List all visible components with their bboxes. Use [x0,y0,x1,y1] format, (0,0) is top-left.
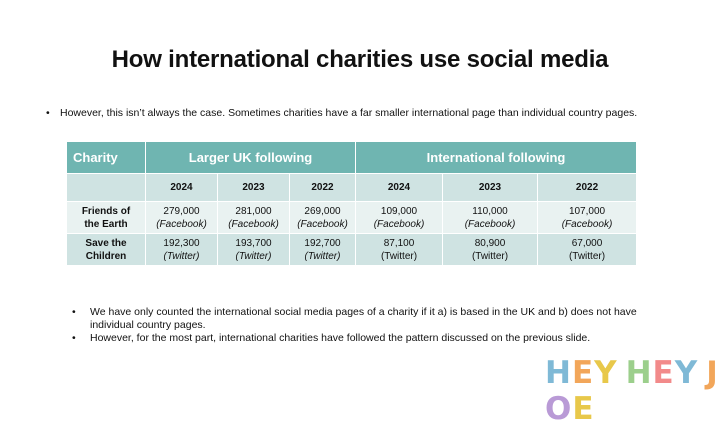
charity-name-line: the Earth [84,218,128,230]
charity-name-line: Children [85,250,127,262]
follower-count: 192,300 [163,237,200,249]
platform-label: (Twitter) [235,250,272,262]
platform-label: (Facebook) [156,218,207,230]
logo-letter: E [571,355,595,391]
followers-cell: 87,100 (Twitter) [355,233,443,266]
logo-letter: H [625,355,653,391]
charity-name: Friends of the Earth [66,201,146,234]
notes-list: • We have only counted the international… [72,306,672,346]
followers-cell: 279,000 (Facebook) [145,201,218,234]
platform-label: (Facebook) [297,218,348,230]
year-cell: 2023 [442,173,538,202]
platform-label: (Facebook) [373,218,425,230]
follower-count: 109,000 [380,205,418,217]
followers-cell: 192,300 (Twitter) [145,233,218,266]
logo-letter: Y [674,355,699,391]
followers-cell: 281,000 (Facebook) [217,201,290,234]
note-item: • We have only counted the international… [72,306,672,331]
logo-letter: O [545,391,573,427]
table-header-row: Charity Larger UK following Internationa… [66,141,638,174]
platform-label: (Twitter) [163,250,200,262]
follower-count: 269,000 [304,205,341,217]
top-bullet-text: However, this isn’t always the case. Som… [60,107,638,119]
followers-cell: 109,000 (Facebook) [355,201,443,234]
follower-count: 281,000 [235,205,272,217]
follower-count: 192,700 [304,237,341,249]
follower-count: 80,900 [474,237,506,249]
followers-cell: 80,900 (Twitter) [442,233,538,266]
platform-label: (Facebook) [228,218,279,230]
year-cell: 2024 [355,173,443,202]
year-empty-cell [66,173,146,202]
platform-label: (Twitter) [380,250,418,262]
logo-letter: E [652,355,675,391]
follower-count: 110,000 [472,205,508,217]
bullet-dot: • [72,332,76,344]
follower-count: 279,000 [163,205,200,217]
year-cell: 2023 [217,173,290,202]
bullet-dot: • [46,107,50,119]
follower-count: 87,100 [383,237,415,249]
logo-letter [618,355,626,391]
charity-name-line: Friends of [81,205,131,217]
slide-title: How international charities use social m… [111,46,609,73]
header-uk-following: Larger UK following [145,141,356,174]
followers-cell: 269,000 (Facebook) [289,201,356,234]
hey-hey-joe-logo: HEY HEY JOE [545,355,720,427]
year-row: 2024 2023 2022 2024 2023 2022 [66,173,638,202]
platform-label: (Twitter) [568,250,606,262]
followers-cell: 192,700 (Twitter) [289,233,356,266]
platform-label: (Facebook) [464,218,516,230]
table-row: Save the Children 192,300 (Twitter) 193,7… [66,233,638,266]
platform-label: (Twitter) [471,250,509,262]
header-charity: Charity [66,141,146,174]
follower-count: 193,700 [235,237,272,249]
note-text: However, for the most part, internationa… [90,332,591,344]
table-row: Friends of the Earth 279,000 (Facebook) 2… [66,201,638,234]
followers-cell: 193,700 (Twitter) [217,233,290,266]
header-international-following: International following [354,141,638,174]
note-text: We have only counted the international s… [90,306,637,331]
platform-label: (Twitter) [304,250,341,262]
follower-count: 67,000 [571,237,603,249]
logo-letter: J [706,355,719,391]
year-cell: 2022 [536,173,638,202]
followers-table: Charity Larger UK following Internationa… [66,141,638,266]
slide: How international charities use social m… [46,46,718,427]
logo-letter: H [545,355,572,391]
year-cell: 2024 [145,173,218,202]
followers-cell: 107,000 (Facebook) [536,201,638,234]
followers-cell: 67,000 (Twitter) [536,233,638,266]
charity-name-line: Save the [85,237,127,249]
follower-count: 107,000 [568,205,606,217]
logo-letter: Y [594,355,618,391]
charity-name: Save the Children [66,233,146,266]
followers-cell: 110,000 (Facebook) [442,201,538,234]
note-item: • However, for the most part, internatio… [72,332,672,345]
logo-letter: E [572,391,595,427]
bullet-dot: • [72,306,76,318]
logo-letter [698,355,706,391]
platform-label: (Facebook) [561,218,613,230]
year-cell: 2022 [289,173,356,202]
top-bullet: • However, this isn’t always the case. So… [46,107,686,119]
